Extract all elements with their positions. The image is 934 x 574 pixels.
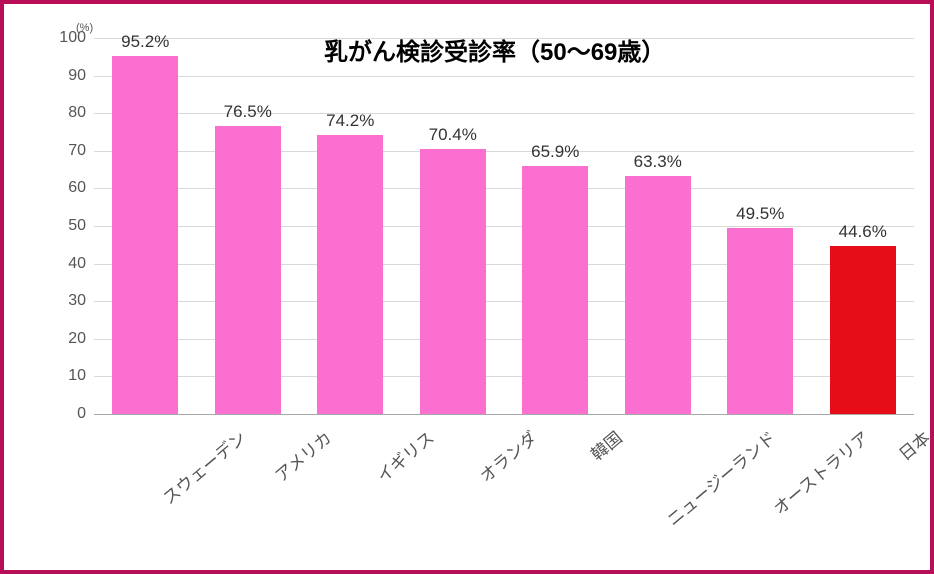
x-category-label: スウェーデン — [150, 414, 254, 509]
value-label: 95.2% — [121, 32, 169, 52]
x-category-label: オーストラリア — [761, 414, 877, 519]
y-tick-label: 50 — [68, 217, 86, 235]
x-category-label: 日本 — [885, 414, 934, 465]
x-category-label: 韓国 — [578, 414, 630, 465]
bar — [317, 135, 383, 414]
y-tick-label: 40 — [68, 255, 86, 273]
value-label: 65.9% — [531, 142, 579, 162]
y-tick-label: 10 — [68, 367, 86, 385]
value-label: 49.5% — [736, 204, 784, 224]
value-label: 76.5% — [224, 102, 272, 122]
x-category-label: ニュージーランド — [653, 414, 782, 531]
x-category-label: アメリカ — [262, 414, 339, 487]
grid-line — [94, 76, 914, 77]
bar — [830, 246, 896, 414]
grid-line — [94, 414, 914, 415]
y-tick-label: 20 — [68, 330, 86, 348]
y-tick-label: 30 — [68, 292, 86, 310]
grid-line — [94, 113, 914, 114]
value-label: 70.4% — [429, 125, 477, 145]
y-tick-label: 80 — [68, 104, 86, 122]
x-category-label: オランダ — [466, 414, 544, 487]
chart-frame: (%) 乳がん検診受診率（50～69歳） 0102030405060708090… — [0, 0, 934, 574]
value-label: 44.6% — [839, 222, 887, 242]
bar — [625, 176, 691, 414]
bar — [215, 126, 281, 414]
bar — [420, 149, 486, 414]
y-tick-label: 100 — [59, 29, 86, 47]
plot-area: 010203040506070809010095.2%スウェーデン76.5%アメ… — [94, 38, 914, 414]
bar — [522, 166, 588, 414]
y-tick-label: 70 — [68, 142, 86, 160]
bar — [727, 228, 793, 414]
value-label: 63.3% — [634, 152, 682, 172]
grid-line — [94, 38, 914, 39]
y-tick-label: 0 — [77, 405, 86, 423]
y-tick-label: 90 — [68, 67, 86, 85]
bar — [112, 56, 178, 414]
value-label: 74.2% — [326, 111, 374, 131]
y-tick-label: 60 — [68, 179, 86, 197]
x-category-label: イギリス — [364, 414, 442, 487]
